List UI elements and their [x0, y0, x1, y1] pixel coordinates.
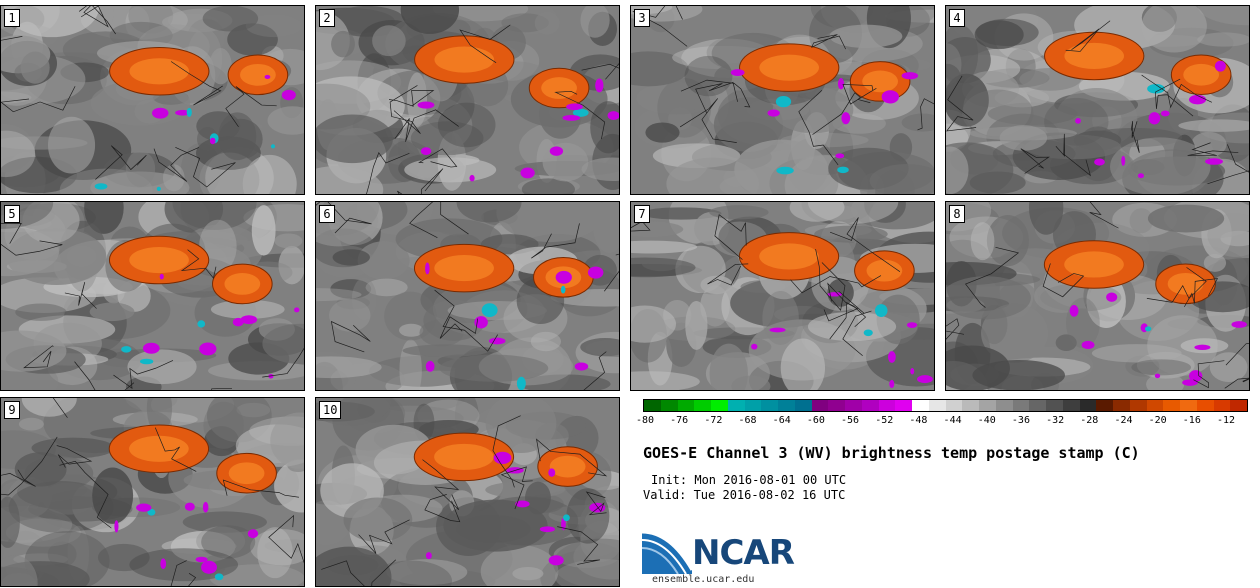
- init-time: Init: Mon 2016-08-01 00 UTC: [651, 473, 847, 487]
- colorbar-tick-label: -72: [704, 415, 723, 426]
- panel-label: 10: [319, 401, 342, 419]
- colorbar-tick-label: -44: [943, 415, 962, 426]
- colorbar-swatch: [962, 400, 979, 411]
- colorbar: [643, 399, 1248, 412]
- colorbar-swatch: [694, 400, 711, 411]
- colorbar-swatch: [660, 400, 678, 411]
- ncar-logo: NCAR: [642, 530, 802, 576]
- water-vapor-map: [1, 202, 304, 390]
- colorbar-swatch: [861, 400, 879, 411]
- ensemble-member-panel-4: 4: [945, 5, 1250, 195]
- colorbar-tick-labels: -80 -76 -72 -68 -64 -60 -56 -52 -48 -44 -40 -36 -32 -…: [633, 415, 1258, 429]
- colorbar-swatch: [727, 400, 745, 411]
- colorbar-swatch: [1046, 400, 1063, 411]
- colorbar-swatch: [1129, 400, 1147, 411]
- colorbar-swatch: [1163, 400, 1180, 411]
- colorbar-tick-label: -28: [1080, 415, 1099, 426]
- panel-label: 3: [634, 9, 650, 27]
- colorbar-swatch: [945, 400, 963, 411]
- colorbar-tick-label: -80: [635, 415, 655, 426]
- water-vapor-map: [631, 6, 934, 194]
- ensemble-member-panel-8: 8: [945, 201, 1250, 391]
- panel-label: 2: [319, 9, 335, 27]
- colorbar-tick-label: -64: [772, 415, 791, 426]
- ensemble-member-panel-2: 2: [315, 5, 620, 195]
- colorbar-tick-label: -60: [806, 415, 825, 426]
- colorbar-swatch: [644, 400, 661, 411]
- colorbar-swatch: [778, 400, 795, 411]
- water-vapor-map: [316, 398, 619, 586]
- colorbar-tick-label: -76: [670, 415, 689, 426]
- ensemble-member-panel-7: 7: [630, 201, 935, 391]
- water-vapor-map: [1, 6, 304, 194]
- panel-label: 4: [949, 9, 965, 27]
- colorbar-tick-label: -12: [1216, 415, 1236, 426]
- panel-label: 6: [319, 205, 335, 223]
- colorbar-swatch: [1180, 400, 1197, 411]
- water-vapor-map: [631, 202, 934, 390]
- colorbar-swatch: [995, 400, 1013, 411]
- colorbar-swatch: [1196, 400, 1214, 411]
- colorbar-swatch: [979, 400, 996, 411]
- ensemble-member-panel-10: 10: [315, 397, 620, 587]
- colorbar-tick-label: -16: [1182, 415, 1201, 426]
- colorbar-swatch: [1079, 400, 1097, 411]
- ensemble-member-panel-5: 5: [0, 201, 305, 391]
- ensemble-member-panel-1: 1: [0, 5, 305, 195]
- colorbar-swatch: [878, 400, 896, 411]
- water-vapor-map: [946, 202, 1249, 390]
- colorbar-tick-label: -52: [875, 415, 894, 426]
- panel-label: 8: [949, 205, 965, 223]
- ncar-swoosh-icon: [642, 530, 692, 574]
- colorbar-tick-label: -36: [1011, 415, 1030, 426]
- water-vapor-map: [1, 398, 304, 586]
- colorbar-swatch: [1029, 400, 1046, 411]
- panel-label: 1: [4, 9, 20, 27]
- colorbar-tick-label: -68: [738, 415, 757, 426]
- water-vapor-map: [316, 202, 619, 390]
- colorbar-swatch: [744, 400, 762, 411]
- map-title: GOES-E Channel 3 (WV) brightness temp po…: [643, 444, 1140, 462]
- colorbar-tick-label: -24: [1114, 415, 1133, 426]
- colorbar-swatch: [828, 400, 845, 411]
- panel-label: 5: [4, 205, 20, 223]
- colorbar-swatch: [761, 400, 778, 411]
- colorbar-tick-label: -20: [1148, 415, 1167, 426]
- panel-label: 9: [4, 401, 20, 419]
- colorbar-tick-label: -40: [977, 415, 996, 426]
- site-url: ensemble.ucar.edu: [652, 574, 755, 585]
- ensemble-member-panel-3: 3: [630, 5, 935, 195]
- colorbar-swatch: [1062, 400, 1080, 411]
- colorbar-tick-label: -48: [909, 415, 928, 426]
- ensemble-member-panel-6: 6: [315, 201, 620, 391]
- colorbar-swatch: [811, 400, 829, 411]
- colorbar-swatch: [677, 400, 695, 411]
- water-vapor-map: [946, 6, 1249, 194]
- colorbar-swatch: [1096, 400, 1113, 411]
- valid-time: Valid: Tue 2016-08-02 16 UTC: [643, 488, 846, 502]
- colorbar-swatch: [1230, 400, 1247, 411]
- colorbar-swatch: [1146, 400, 1164, 411]
- ensemble-member-panel-9: 9: [0, 397, 305, 587]
- colorbar-tick-label: -32: [1046, 415, 1065, 426]
- panel-label: 7: [634, 205, 650, 223]
- water-vapor-map: [316, 6, 619, 194]
- colorbar-swatch: [912, 400, 929, 411]
- colorbar-swatch: [794, 400, 812, 411]
- ncar-logo-text: NCAR: [692, 533, 795, 573]
- colorbar-swatch: [928, 400, 946, 411]
- colorbar-swatch: [711, 400, 728, 411]
- colorbar-swatch: [895, 400, 912, 411]
- colorbar-swatch: [1012, 400, 1030, 411]
- colorbar-swatch: [1213, 400, 1231, 411]
- colorbar-swatch: [1113, 400, 1130, 411]
- colorbar-swatch: [845, 400, 862, 411]
- colorbar-tick-label: -56: [841, 415, 860, 426]
